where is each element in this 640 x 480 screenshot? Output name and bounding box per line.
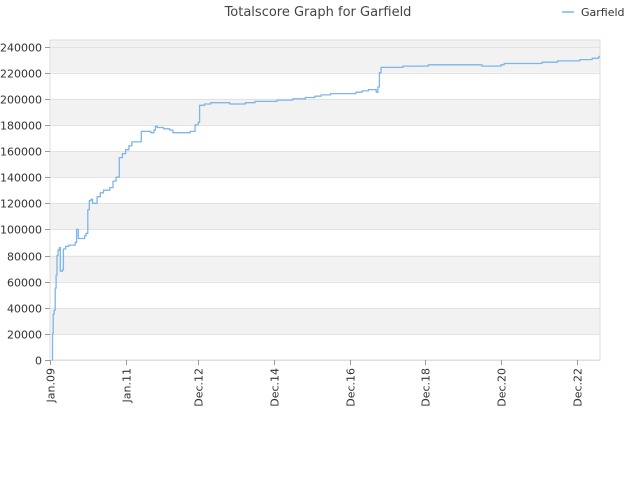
y-tick-label: 220000: [0, 68, 42, 81]
x-tick-label: Dec.20: [496, 368, 509, 407]
series-line-garfield: [51, 55, 601, 361]
plot-band: [50, 98, 600, 125]
x-tick-label: Dec.14: [269, 368, 282, 407]
x-tick-label: Jan.11: [121, 368, 134, 403]
x-tick-label: Jan.09: [45, 368, 58, 403]
plot-band: [50, 255, 600, 282]
y-tick-label: 60000: [7, 277, 42, 290]
plot-band: [50, 46, 600, 73]
y-tick-label: 100000: [0, 224, 42, 237]
x-tick-label: Dec.18: [420, 368, 433, 407]
plot-frame: [49, 39, 601, 361]
grid-lines: [50, 47, 600, 361]
x-axis: Jan.09 Jan.11 Dec.12 Dec.14 Dec.16 Dec.18 Dec.…: [45, 360, 585, 407]
y-tick-label: 0: [35, 355, 42, 368]
y-tick-label: 20000: [7, 329, 42, 342]
plot-band: [50, 307, 600, 334]
series-garfield: [51, 55, 601, 361]
plot-band: [50, 40, 600, 47]
legend-label: Garfield: [581, 6, 625, 19]
x-tick-label: Dec.22: [572, 368, 585, 407]
legend[interactable]: Garfield: [562, 6, 625, 19]
y-tick-label: 240000: [0, 42, 42, 55]
y-tick-label: 140000: [0, 172, 42, 185]
x-tick-label: Dec.12: [193, 368, 206, 407]
plot-band: [50, 203, 600, 230]
y-tick-label: 120000: [0, 198, 42, 211]
y-tick-label: 180000: [0, 120, 42, 133]
y-tick-label: 80000: [7, 251, 42, 264]
plot-band: [50, 151, 600, 178]
x-tick-label: Dec.16: [345, 368, 358, 407]
y-tick-label: 200000: [0, 94, 42, 107]
plot-bands: [50, 40, 600, 334]
y-tick-label: 40000: [7, 303, 42, 316]
y-tick-label: 160000: [0, 146, 42, 159]
y-axis: 0 20000 40000 60000 80000 100000 120000 140000 1…: [0, 42, 50, 368]
chart-title: Totalscore Graph for Garfield: [224, 5, 412, 20]
